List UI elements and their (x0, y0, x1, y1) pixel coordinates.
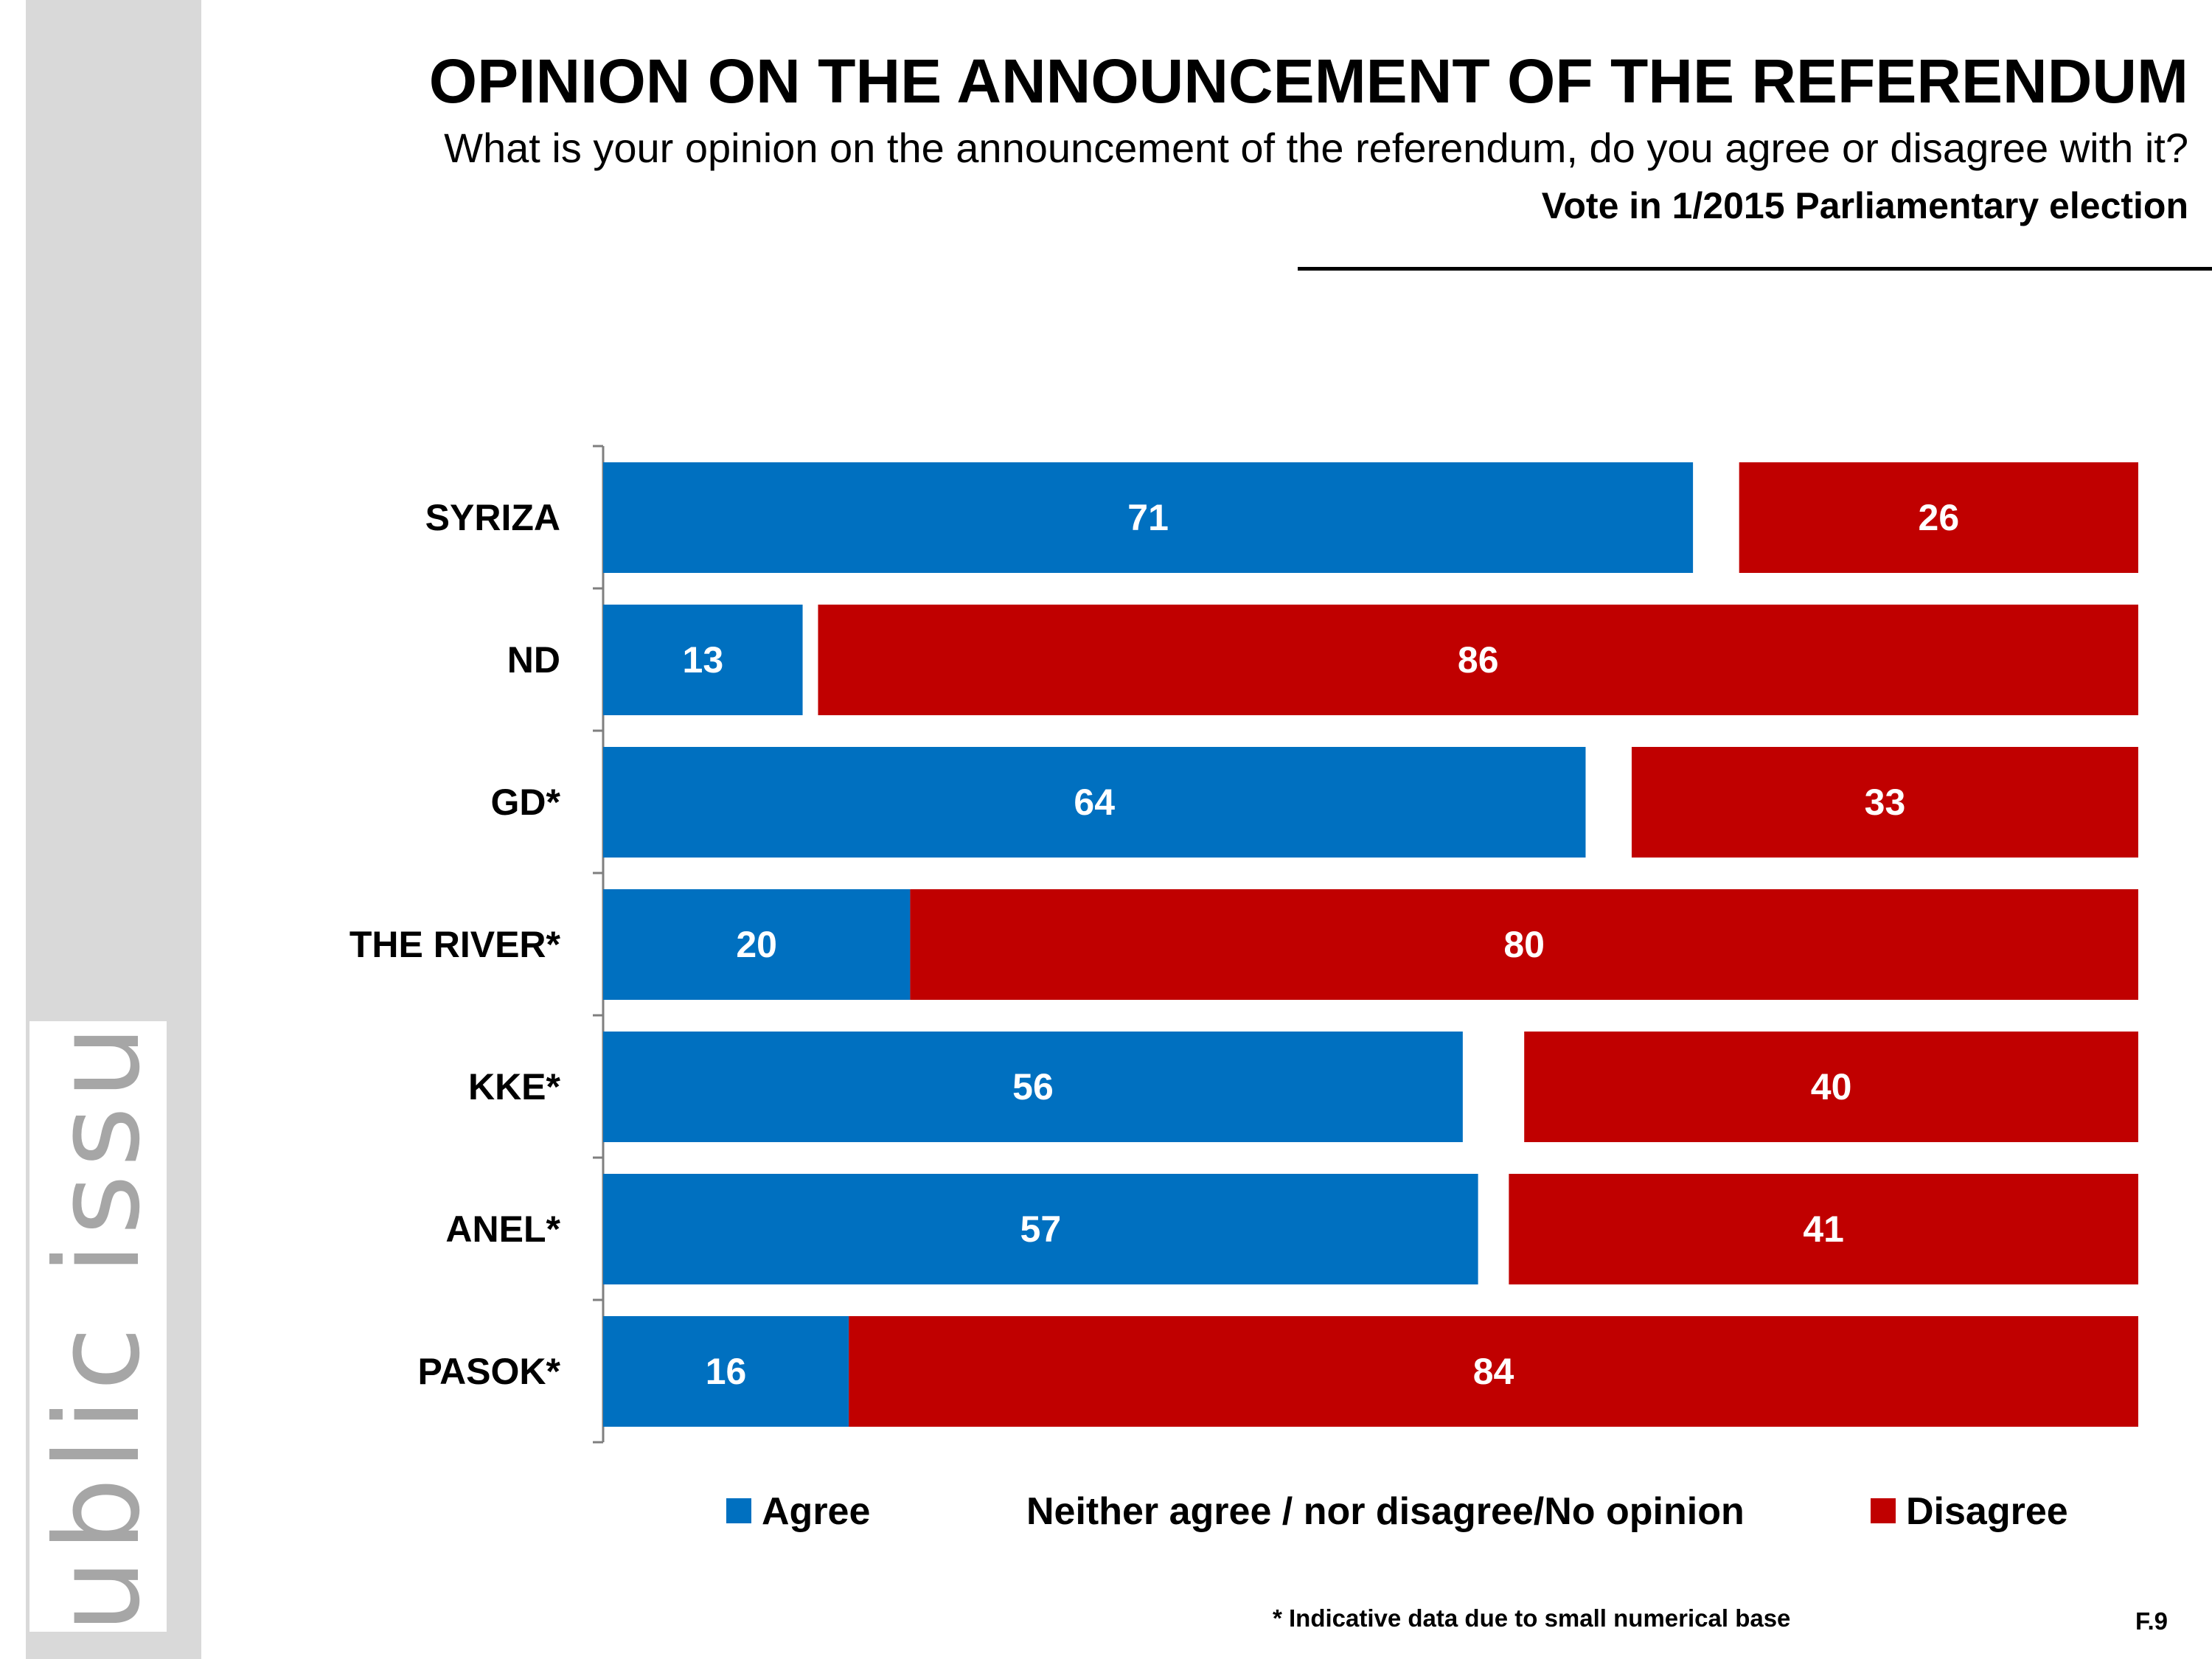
data-label-agree: 56 (1012, 1066, 1054, 1107)
bar-disagree (1631, 747, 2138, 858)
legend-label-agree: Agree (762, 1490, 871, 1533)
bar-agree (603, 747, 1586, 858)
data-label-agree: 13 (683, 639, 724, 681)
legend-item-neither: Neither agree / nor disagree/No opinion (1026, 1489, 1745, 1534)
data-label-agree: 16 (706, 1351, 747, 1392)
bar-agree (603, 1316, 849, 1427)
chart-subtitle-vote: Vote in 1/2015 Parliamentary election (1541, 185, 2188, 226)
bar-agree (603, 1174, 1478, 1284)
legend-swatch-disagree (1871, 1498, 1896, 1524)
data-label-disagree: 26 (1919, 497, 1960, 538)
chart-title: OPINION ON THE ANNOUNCEMENT OF THE REFER… (428, 46, 2188, 116)
category-label: GD* (491, 782, 561, 823)
bar-disagree (1524, 1032, 2138, 1142)
legend-label-disagree: Disagree (1906, 1490, 2068, 1533)
data-label-agree: 71 (1127, 497, 1169, 538)
chart-subtitle: What is your opinion on the announcement… (444, 125, 2188, 171)
category-label: THE RIVER* (349, 924, 561, 965)
footnote: * Indicative data due to small numerical… (1273, 1604, 1791, 1632)
bar-agree (603, 605, 803, 715)
bar-disagree (1509, 1174, 2138, 1284)
category-label: ANEL* (445, 1208, 560, 1250)
bar-agree (603, 462, 1694, 573)
bar-agree (603, 1032, 1463, 1142)
category-label: PASOK* (417, 1351, 560, 1392)
bar-disagree (849, 1316, 2138, 1427)
bar-neither (1462, 1032, 1525, 1142)
data-label-disagree: 33 (1865, 782, 1906, 823)
legend-swatch-agree (726, 1498, 751, 1524)
data-label-disagree: 86 (1458, 639, 1499, 681)
data-label-agree: 57 (1020, 1208, 1062, 1250)
page-number: F.9 (2135, 1607, 2168, 1635)
data-label-disagree: 40 (1811, 1066, 1852, 1107)
header-rule (1298, 267, 2212, 271)
bar-neither (1693, 462, 1739, 573)
category-label: KKE* (468, 1066, 561, 1107)
legend-item-agree: Agree (726, 1489, 870, 1534)
category-label: SYRIZA (425, 497, 560, 538)
bar-neither (1585, 747, 1632, 858)
legend-item-disagree: Disagree (1871, 1489, 2068, 1534)
category-label: ND (507, 639, 560, 681)
bar-agree (603, 889, 911, 1000)
data-label-disagree: 41 (1803, 1208, 1844, 1250)
data-label-agree: 20 (736, 924, 777, 965)
bar-disagree (910, 889, 2138, 1000)
legend-label-neither: Neither agree / nor disagree/No opinion (1026, 1490, 1745, 1533)
logo: public issue (29, 1021, 167, 1632)
bar-neither (802, 605, 818, 715)
bar-disagree (1739, 462, 2138, 573)
data-label-agree: 64 (1074, 782, 1115, 823)
bar-disagree (818, 605, 2138, 715)
bar-neither (1478, 1174, 1509, 1284)
data-label-disagree: 80 (1503, 924, 1545, 965)
data-label-disagree: 84 (1473, 1351, 1514, 1392)
